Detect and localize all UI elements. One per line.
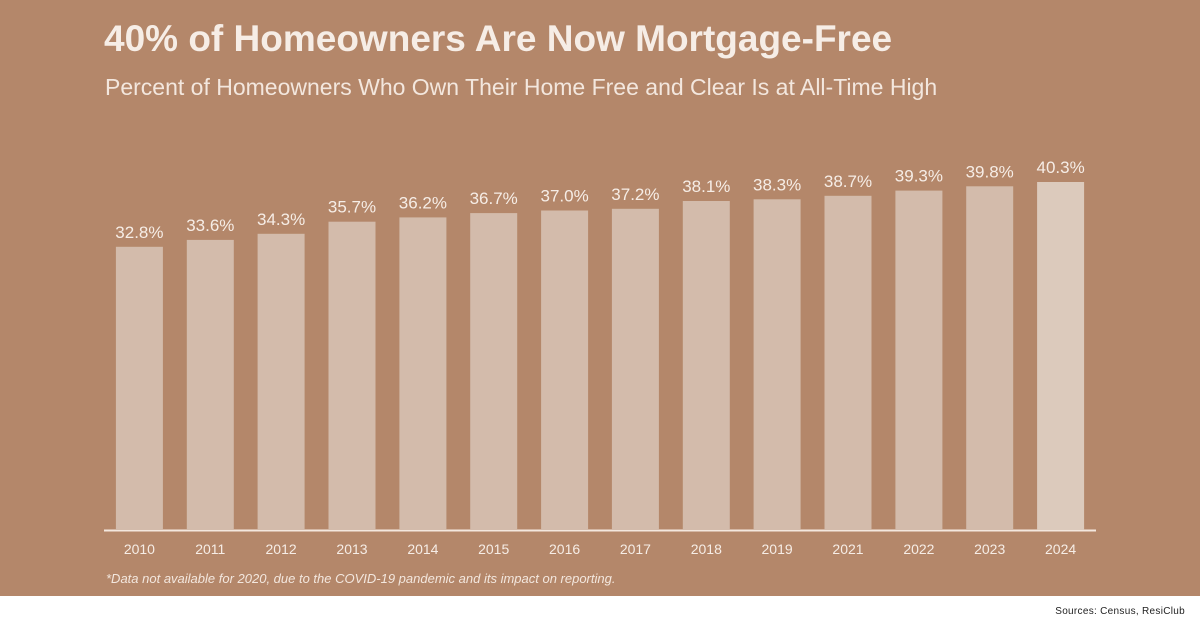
source-credit: Sources: Census, ResiClub — [1055, 606, 1185, 617]
x-tick-label-2012: 2012 — [266, 541, 297, 557]
bar-2016 — [541, 210, 589, 530]
data-label-2014: 36.2% — [399, 193, 447, 212]
data-label-2022: 39.3% — [895, 167, 943, 186]
x-tick-label-2010: 2010 — [124, 541, 155, 557]
data-label-2021: 38.7% — [824, 172, 872, 191]
x-tick-label-2024: 2024 — [1045, 541, 1076, 557]
bar-2019 — [753, 199, 801, 531]
chart-subtitle: Percent of Homeowners Who Own Their Home… — [105, 74, 938, 100]
data-label-2017: 37.2% — [611, 185, 659, 204]
data-label-2012: 34.3% — [257, 210, 305, 229]
x-tick-label-2021: 2021 — [832, 541, 863, 557]
data-label-2013: 35.7% — [328, 198, 376, 217]
bar-2010 — [115, 246, 163, 531]
data-label-2019: 38.3% — [753, 175, 801, 194]
bar-2012 — [257, 233, 305, 531]
data-label-2011: 33.6% — [186, 216, 234, 235]
bar-2023 — [966, 186, 1014, 531]
x-tick-label-2018: 2018 — [691, 541, 722, 557]
bar-2017 — [611, 208, 659, 531]
data-label-2015: 36.7% — [470, 189, 518, 208]
data-label-2016: 37.0% — [540, 187, 588, 206]
bar-chart: 32.8% 2010 33.6% 2011 34.3% 2012 35.7% 2013 36.2… — [104, 158, 1096, 557]
bar-2011 — [186, 239, 234, 530]
x-tick-label-2017: 2017 — [620, 541, 651, 557]
x-tick-label-2014: 2014 — [407, 541, 438, 557]
footnote: *Data not available for 2020, due to the… — [106, 571, 616, 586]
data-label-2018: 38.1% — [682, 177, 730, 196]
x-tick-label-2019: 2019 — [762, 541, 793, 557]
x-tick-label-2015: 2015 — [478, 541, 509, 557]
x-tick-label-2016: 2016 — [549, 541, 580, 557]
bar-2021 — [824, 195, 872, 531]
x-tick-label-2023: 2023 — [974, 541, 1005, 557]
x-tick-label-2022: 2022 — [903, 541, 934, 557]
bar-2014 — [399, 217, 447, 530]
chart-panel: 40% of Homeowners Are Now Mortgage-Free … — [0, 0, 1200, 596]
data-label-2010: 32.8% — [115, 223, 163, 242]
bar-2022 — [895, 190, 943, 530]
data-label-2023: 39.8% — [966, 162, 1014, 181]
data-label-2024: 40.3% — [1036, 158, 1084, 177]
bar-2024 — [1037, 182, 1085, 530]
bar-2015 — [470, 213, 518, 530]
bar-2013 — [328, 221, 376, 530]
x-tick-label-2011: 2011 — [195, 541, 225, 557]
x-tick-label-2013: 2013 — [336, 541, 367, 557]
chart-title: 40% of Homeowners Are Now Mortgage-Free — [104, 18, 893, 59]
bar-2018 — [682, 201, 730, 530]
